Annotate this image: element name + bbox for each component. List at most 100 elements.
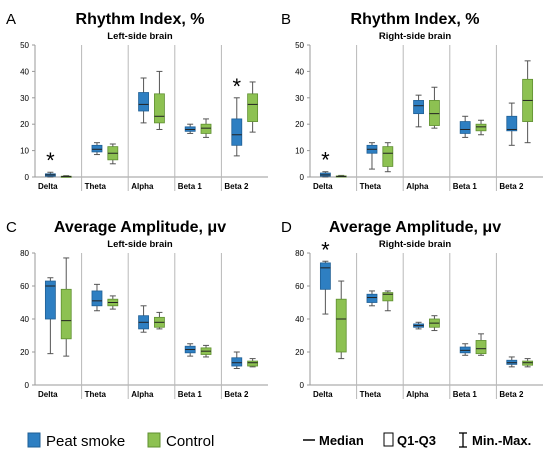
quartile-box bbox=[382, 292, 394, 302]
panel-c-title: Average Amplitude, μv bbox=[54, 219, 226, 236]
panel-b-letter: B bbox=[281, 11, 291, 28]
panel-c-subtitle: Left-side brain bbox=[107, 239, 173, 250]
y-tick-label: 40 bbox=[295, 67, 304, 76]
control-box-alpha bbox=[154, 70, 165, 130]
peat-smoke-box-alpha bbox=[138, 77, 149, 124]
peat-smoke-box-theta bbox=[366, 290, 378, 307]
quartile-box bbox=[231, 357, 243, 367]
panel-d-letter: D bbox=[281, 219, 292, 236]
panel-d-subtitle: Right-side brain bbox=[379, 239, 452, 250]
y-tick-label: 0 bbox=[300, 173, 305, 182]
quartile-box bbox=[91, 290, 103, 307]
y-tick-label: 30 bbox=[295, 94, 304, 103]
legend-control-swatch bbox=[147, 432, 161, 448]
peat-smoke-box-alpha bbox=[413, 94, 424, 128]
legend-quartiles-icon bbox=[383, 432, 394, 447]
significance-asterisk: * bbox=[321, 237, 330, 262]
category-label: Beta 1 bbox=[178, 182, 203, 191]
category-label: Delta bbox=[38, 390, 58, 399]
control-box-beta-1 bbox=[200, 344, 212, 358]
category-label: Beta 2 bbox=[499, 182, 524, 191]
quartile-box bbox=[382, 146, 394, 167]
quartile-box bbox=[231, 118, 243, 146]
y-tick-label: 0 bbox=[300, 381, 305, 390]
legend-control-label: Control bbox=[166, 433, 214, 450]
category-label: Beta 2 bbox=[499, 390, 524, 399]
category-label: Theta bbox=[360, 390, 382, 399]
quartile-box bbox=[459, 121, 471, 134]
panel-a-rhythm-left: A Rhythm Index, % Left-side brain 0 10 20 30 40… bbox=[6, 11, 268, 191]
peat-smoke-box-beta-1 bbox=[459, 115, 471, 138]
category-label: Alpha bbox=[131, 182, 154, 191]
peat-smoke-box-beta-2 bbox=[506, 102, 518, 146]
y-tick-label: 20 bbox=[295, 348, 304, 357]
y-tick-label: 20 bbox=[20, 348, 29, 357]
quartile-box bbox=[200, 123, 212, 134]
y-tick-label: 10 bbox=[20, 147, 29, 156]
control-box-alpha bbox=[429, 315, 440, 332]
quartile-box bbox=[506, 115, 518, 132]
y-tick-label: 80 bbox=[20, 249, 29, 258]
significance-asterisk: * bbox=[321, 148, 330, 173]
quartile-box bbox=[247, 93, 259, 122]
category-label: Alpha bbox=[131, 390, 154, 399]
quartile-box bbox=[154, 93, 165, 124]
panel-b-subtitle: Right-side brain bbox=[379, 31, 452, 42]
quartile-box bbox=[138, 92, 149, 112]
y-tick-label: 40 bbox=[295, 315, 304, 324]
category-label: Alpha bbox=[406, 182, 429, 191]
category-label: Theta bbox=[85, 390, 107, 399]
legend-peat-smoke-label: Peat smoke bbox=[46, 433, 125, 450]
peat-smoke-box-alpha bbox=[138, 305, 149, 333]
y-tick-label: 40 bbox=[20, 315, 29, 324]
significance-asterisk: * bbox=[46, 148, 55, 173]
control-box-beta-2 bbox=[247, 358, 259, 368]
category-label: Theta bbox=[360, 182, 382, 191]
panel-d-title: Average Amplitude, μv bbox=[329, 219, 501, 236]
y-tick-label: 60 bbox=[20, 282, 29, 291]
quartile-box bbox=[44, 280, 56, 320]
y-tick-label: 0 bbox=[25, 173, 30, 182]
control-box-theta bbox=[107, 295, 119, 310]
y-tick-label: 60 bbox=[295, 282, 304, 291]
category-label: Beta 1 bbox=[178, 390, 203, 399]
peat-smoke-box-delta bbox=[44, 277, 56, 355]
peat-smoke-box-delta bbox=[319, 171, 331, 178]
y-tick-label: 10 bbox=[295, 147, 304, 156]
panel-b-title: Rhythm Index, % bbox=[351, 11, 480, 28]
control-box-delta bbox=[60, 175, 72, 178]
control-box-theta bbox=[107, 143, 119, 165]
legend-peat-smoke-swatch bbox=[27, 432, 41, 448]
legend-median-label: Median bbox=[319, 433, 364, 448]
y-tick-label: 50 bbox=[20, 41, 29, 50]
quartile-box bbox=[413, 100, 424, 115]
figure-legend: Peat smoke Control Median Q1-Q3 Min.-Max… bbox=[27, 432, 531, 450]
panel-a-title: Rhythm Index, % bbox=[76, 11, 205, 28]
control-box-beta-1 bbox=[200, 118, 212, 138]
panel-c-letter: C bbox=[6, 219, 17, 236]
control-box-theta bbox=[382, 142, 394, 173]
peat-smoke-box-beta-1 bbox=[184, 123, 196, 134]
y-tick-label: 30 bbox=[20, 94, 29, 103]
category-label: Beta 1 bbox=[453, 182, 478, 191]
panel-d-amplitude-right: D Average Amplitude, μv Right-side brain 0 2… bbox=[281, 219, 543, 399]
peat-smoke-box-beta-1 bbox=[459, 343, 471, 356]
control-box-delta bbox=[335, 280, 347, 360]
y-tick-label: 80 bbox=[295, 249, 304, 258]
control-box-beta-2 bbox=[522, 60, 534, 144]
control-box-delta bbox=[60, 257, 72, 357]
peat-smoke-box-delta bbox=[44, 171, 56, 178]
quartile-box bbox=[366, 293, 378, 303]
control-box-theta bbox=[382, 290, 394, 312]
category-label: Alpha bbox=[406, 390, 429, 399]
y-tick-label: 20 bbox=[20, 120, 29, 129]
peat-smoke-box-theta bbox=[366, 142, 378, 170]
legend-quartiles-label: Q1-Q3 bbox=[397, 433, 436, 448]
peat-smoke-box-theta bbox=[91, 142, 103, 156]
category-label: Delta bbox=[38, 182, 58, 191]
legend-minmax-label: Min.-Max. bbox=[472, 433, 531, 448]
peat-smoke-box-theta bbox=[91, 283, 103, 312]
peat-smoke-box-beta-2 bbox=[506, 356, 518, 368]
control-box-beta-1 bbox=[475, 119, 487, 136]
category-label: Delta bbox=[313, 390, 333, 399]
